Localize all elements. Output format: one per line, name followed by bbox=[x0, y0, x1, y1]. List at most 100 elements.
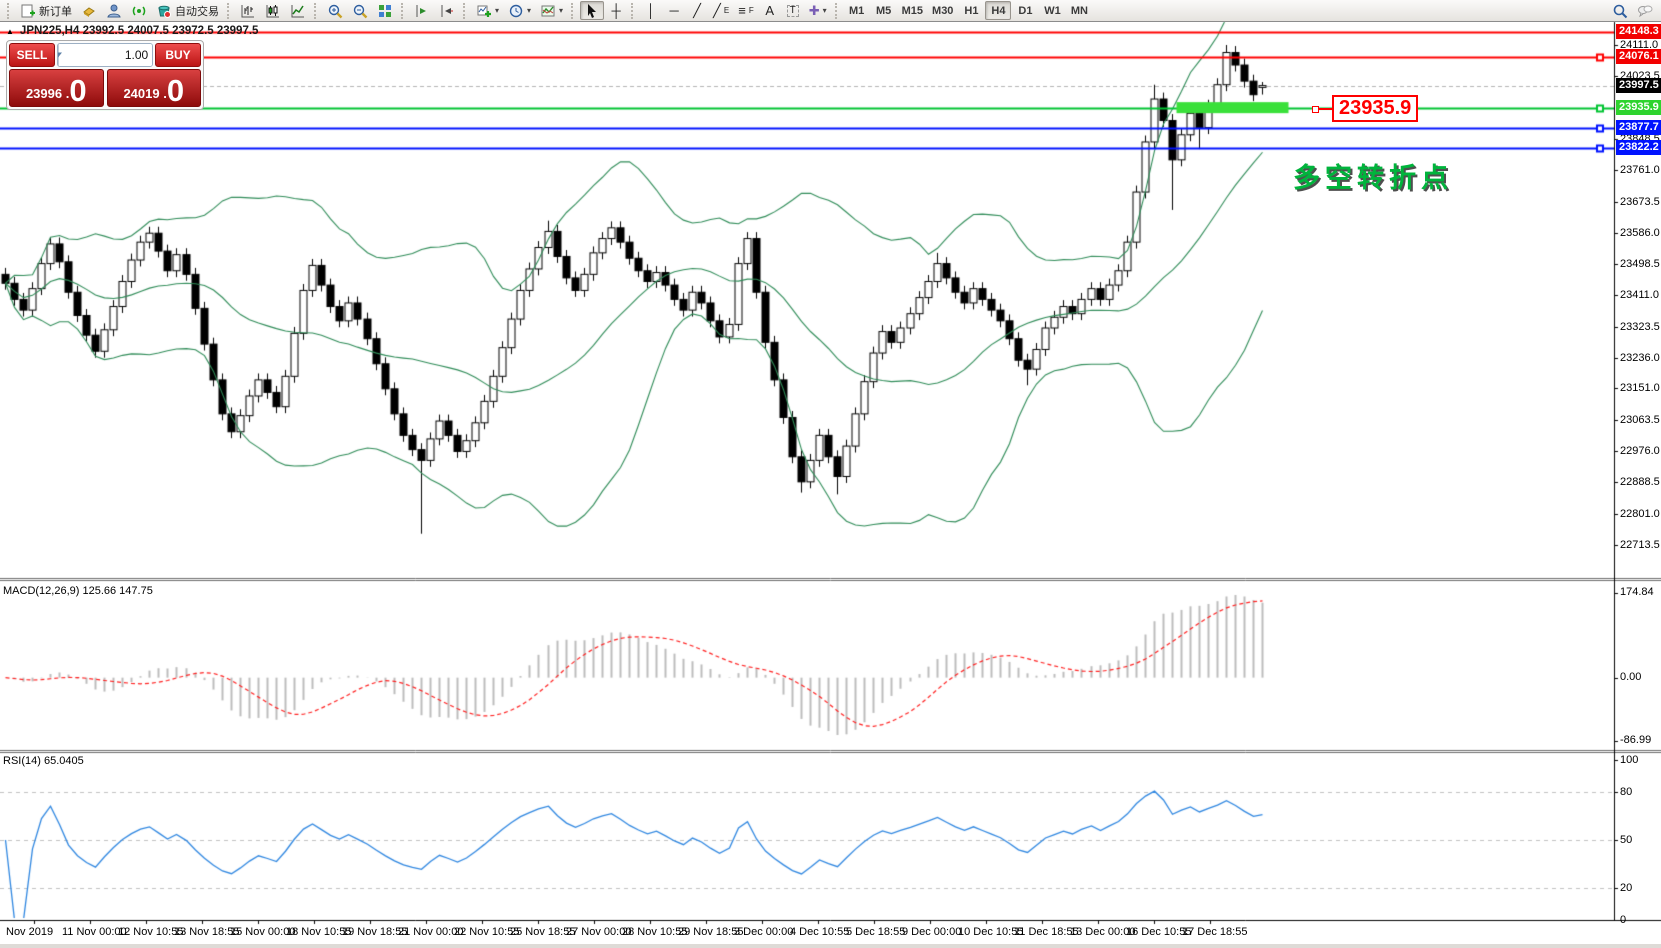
toolbar-grip[interactable] bbox=[463, 2, 468, 19]
dropdown-arrow-icon[interactable]: ▾ bbox=[527, 6, 532, 15]
time-axis-label: 5 Dec 18:55 bbox=[846, 926, 906, 938]
volume-decrease-button[interactable] bbox=[58, 44, 62, 66]
price-level-badge: 23997.5 bbox=[1616, 78, 1661, 93]
time-axis-label: 4 Dec 10:55 bbox=[790, 926, 850, 938]
timeframe-m1[interactable]: M1 bbox=[844, 1, 870, 20]
price-level-badge: 23935.9 bbox=[1616, 100, 1661, 115]
templates-icon[interactable]: ▾ bbox=[536, 1, 567, 20]
periods-clock-icon[interactable]: ▾ bbox=[504, 1, 535, 20]
time-axis-label: 27 Nov 00:00 bbox=[566, 926, 632, 938]
candlestick-chart-icon[interactable] bbox=[261, 1, 285, 20]
fibonacci-tool[interactable]: ≡ F bbox=[734, 1, 757, 20]
signals-broadcast-icon[interactable] bbox=[127, 1, 151, 20]
timeframe-w1[interactable]: W1 bbox=[1039, 1, 1065, 20]
text-tool-icon: A bbox=[765, 3, 775, 18]
bar-chart-icon[interactable] bbox=[236, 1, 260, 20]
arrows-tool[interactable]: ✚ ▾ bbox=[805, 1, 831, 20]
timeframe-h4[interactable]: H4 bbox=[985, 1, 1012, 20]
price-axis-tick: 23761.0 bbox=[1620, 163, 1660, 176]
toolbar-grip[interactable] bbox=[314, 2, 319, 19]
macd-axis-tick: 174.84 bbox=[1620, 586, 1654, 598]
cursor-tool-button[interactable] bbox=[580, 1, 605, 20]
zoom-in-icon[interactable] bbox=[323, 1, 347, 20]
time-axis-label: 28 Nov 10:55 bbox=[622, 926, 688, 938]
dropdown-arrow-icon[interactable]: ▾ bbox=[495, 6, 500, 15]
dropdown-arrow-icon[interactable]: ▾ bbox=[822, 6, 827, 15]
chart-title-text: JPN225,H4 23992.5 24007.5 23972.5 23997.… bbox=[19, 25, 259, 37]
toolbar-grip[interactable] bbox=[401, 2, 406, 19]
vertical-line-tool[interactable]: │ bbox=[640, 1, 662, 20]
rsi-axis-tick: 20 bbox=[1620, 881, 1633, 894]
tile-windows-icon[interactable] bbox=[373, 1, 397, 20]
chart-shift-icon[interactable] bbox=[410, 1, 434, 20]
time-axis-label: 19 Nov 18:55 bbox=[342, 926, 408, 938]
toolbar-grip[interactable] bbox=[631, 2, 636, 19]
indicators-add-icon[interactable]: ▾ bbox=[472, 1, 503, 20]
text-tool[interactable]: A bbox=[759, 1, 781, 20]
toolbar-grip[interactable] bbox=[834, 2, 840, 19]
trendline-tool[interactable]: ╱ bbox=[686, 1, 708, 20]
line-chart-icon[interactable] bbox=[286, 1, 310, 20]
text-label-tool[interactable]: T bbox=[782, 1, 804, 20]
timeframe-m5[interactable]: M5 bbox=[871, 1, 897, 20]
toolbar-grip[interactable] bbox=[571, 2, 576, 19]
timeframe-mn[interactable]: MN bbox=[1066, 1, 1092, 20]
horizontal-line-tool[interactable]: ─ bbox=[663, 1, 685, 20]
one-click-trading-panel: SELL BUY 23996 . 0 24019 . 0 bbox=[6, 40, 204, 110]
price-axis-tick: 22888.5 bbox=[1620, 475, 1660, 488]
community-user-icon[interactable] bbox=[102, 1, 126, 20]
zoom-out-icon[interactable] bbox=[348, 1, 372, 20]
dropdown-arrow-icon[interactable]: ▾ bbox=[559, 6, 564, 15]
price-axis-tick: 23411.0 bbox=[1620, 288, 1659, 301]
toolbar-grip[interactable] bbox=[227, 2, 232, 19]
support-price-label[interactable]: 23935.9 bbox=[1311, 95, 1419, 122]
time-axis-label: 21 Nov 00:00 bbox=[398, 926, 464, 938]
buy-price-main: 24019 . bbox=[123, 86, 167, 101]
price-level-badge: 24148.3 bbox=[1616, 24, 1661, 39]
autotrading-button[interactable]: 自动交易 bbox=[152, 1, 223, 20]
time-axis-label: 25 Nov 18:55 bbox=[510, 926, 576, 938]
search-icon[interactable] bbox=[1608, 1, 1632, 20]
chat-icon[interactable] bbox=[1633, 1, 1657, 20]
price-axis-tick: 22801.0 bbox=[1620, 507, 1660, 520]
time-axis-label: 3 Dec 00:00 bbox=[734, 926, 794, 938]
macd-indicator-label: MACD(12,26,9) 125.66 147.75 bbox=[3, 585, 153, 597]
sell-price-display[interactable]: 23996 . 0 bbox=[9, 69, 104, 107]
text-label-icon: T bbox=[786, 4, 799, 17]
time-axis-label: 22 Nov 10:55 bbox=[454, 926, 520, 938]
sell-button[interactable]: SELL bbox=[9, 43, 55, 67]
channel-tool[interactable]: ╱ E bbox=[709, 1, 733, 20]
volume-input[interactable] bbox=[59, 44, 152, 66]
timeframe-d1[interactable]: D1 bbox=[1012, 1, 1038, 20]
buy-price-display[interactable]: 24019 . 0 bbox=[106, 69, 201, 109]
crosshair-tool-button[interactable]: ┼ bbox=[605, 1, 627, 20]
new-order-label: 新订单 bbox=[39, 5, 72, 18]
timeframe-m15[interactable]: M15 bbox=[898, 1, 927, 20]
price-axis-tick: 22976.0 bbox=[1620, 444, 1660, 457]
channel-letter: E bbox=[723, 6, 730, 15]
time-axis-label: 13 Dec 00:00 bbox=[1070, 926, 1136, 938]
window-marker-icon[interactable]: ▲ bbox=[6, 26, 14, 36]
crosshair-icon: ┼ bbox=[611, 3, 621, 18]
buy-button[interactable]: BUY bbox=[155, 43, 201, 67]
price-level-badge: 23877.7 bbox=[1616, 120, 1661, 135]
fibonacci-letter: F bbox=[748, 6, 754, 15]
arrows-icon: ✚ bbox=[808, 3, 820, 18]
price-axis-tick: 23586.0 bbox=[1620, 226, 1660, 239]
turning-point-annotation[interactable]: 多空转折点 bbox=[1293, 163, 1453, 193]
toolbar-grip[interactable] bbox=[7, 2, 12, 19]
timeframe-m30[interactable]: M30 bbox=[928, 1, 957, 20]
price-level-badge: 23822.2 bbox=[1616, 140, 1661, 155]
sell-price-big-digit: 0 bbox=[69, 73, 87, 109]
new-order-button[interactable]: 新订单 bbox=[16, 1, 76, 20]
price-axis-tick: 23323.5 bbox=[1620, 320, 1660, 333]
buy-price-big-digit: 0 bbox=[166, 73, 185, 109]
editor-gold-icon[interactable] bbox=[77, 1, 101, 20]
timeframe-h1[interactable]: H1 bbox=[958, 1, 984, 20]
triangle-down-icon bbox=[58, 52, 62, 58]
auto-scroll-icon[interactable] bbox=[435, 1, 459, 20]
sell-price-main: 23996 . bbox=[25, 86, 70, 101]
time-axis-label: 29 Nov 18:55 bbox=[678, 926, 744, 938]
